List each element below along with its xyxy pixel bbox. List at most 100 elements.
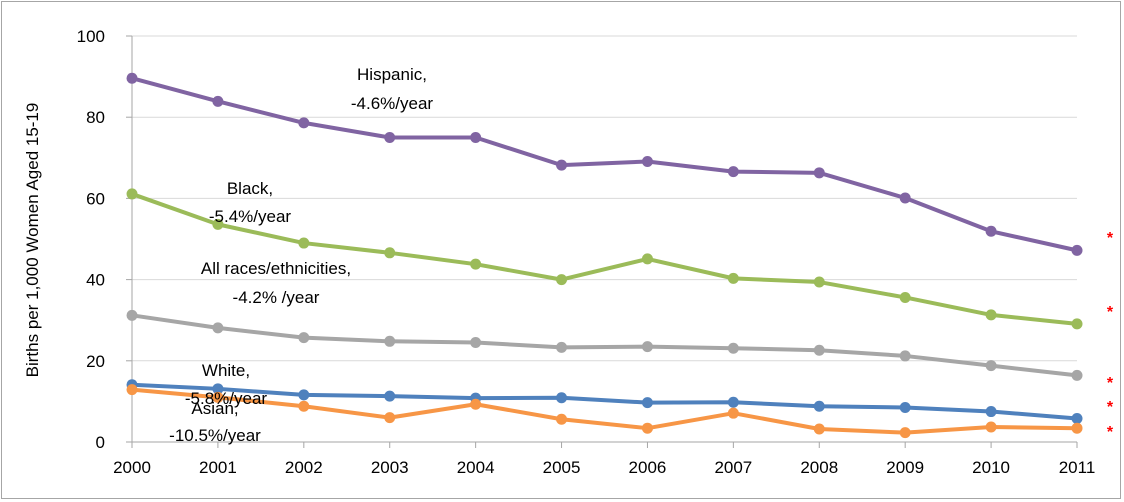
data-point-hispanic: [1071, 244, 1083, 256]
data-point-black: [899, 291, 911, 303]
data-point-black: [384, 247, 396, 259]
data-point-hispanic: [212, 95, 224, 107]
significance-marker-black: *: [1107, 304, 1114, 321]
data-point-black: [813, 276, 825, 288]
data-point-asian: [212, 391, 224, 403]
data-point-hispanic: [384, 132, 396, 143]
data-point-black: [985, 309, 997, 321]
data-point-all: [298, 332, 310, 344]
significance-marker-all: *: [1107, 375, 1114, 392]
series-label-white: White,: [202, 361, 250, 380]
data-point-asian: [727, 407, 739, 419]
data-point-asian: [298, 400, 310, 412]
y-tick-label: 0: [96, 433, 105, 452]
x-tick-label: 2000: [113, 458, 151, 477]
x-tick-label: 2002: [285, 458, 323, 477]
series-lines: [126, 72, 1083, 439]
data-point-hispanic: [899, 192, 911, 204]
series-label-asian: -10.5%/year: [169, 426, 261, 445]
data-point-white: [212, 383, 224, 395]
data-point-asian: [384, 412, 396, 424]
y-tick-labels: 0 20 40 60 80 100: [77, 27, 105, 452]
series-line-all: [131, 313, 1078, 378]
series-label-hispanic: -4.6%/year: [351, 94, 434, 113]
data-point-black: [126, 188, 138, 200]
data-point-hispanic: [641, 155, 653, 167]
x-tick-label: 2008: [800, 458, 838, 477]
data-point-white: [727, 396, 739, 408]
significance-marker-white: *: [1107, 399, 1114, 416]
data-point-black: [727, 272, 739, 284]
data-point-hispanic: [126, 72, 138, 84]
series-label-black: -5.4%/year: [209, 207, 292, 226]
data-point-black: [641, 253, 653, 265]
y-tick-label: 20: [86, 352, 105, 371]
data-point-white: [813, 400, 825, 412]
data-point-hispanic: [298, 117, 310, 129]
series-line-asian: [131, 387, 1078, 435]
data-point-all: [899, 350, 911, 362]
data-point-asian: [899, 427, 911, 439]
x-tick-label: 2001: [199, 458, 237, 477]
series-line-white: [131, 382, 1078, 421]
data-point-black: [212, 218, 224, 230]
significance-marker-hispanic: *: [1107, 230, 1114, 247]
data-point-white: [985, 406, 997, 418]
data-point-black: [470, 258, 482, 270]
data-point-asian: [1071, 422, 1083, 434]
x-tick-label: 2011: [1059, 458, 1096, 477]
gridlines: [126, 35, 1078, 448]
data-point-hispanic: [985, 225, 997, 237]
data-point-white: [641, 397, 653, 409]
data-point-asian: [470, 398, 482, 410]
data-point-hispanic: [813, 167, 825, 179]
x-tick-label: 2007: [714, 458, 752, 477]
data-point-all: [813, 344, 825, 356]
data-point-white: [384, 390, 396, 402]
series-line-hispanic: [131, 76, 1078, 253]
series-label-asian: Asian,: [191, 399, 238, 418]
series-label-hispanic: Hispanic,: [357, 65, 427, 84]
data-point-asian: [985, 421, 997, 433]
data-point-white: [556, 392, 568, 404]
data-point-all: [384, 335, 396, 347]
x-tick-label: 2004: [457, 458, 495, 477]
data-point-all: [641, 341, 653, 353]
data-point-white: [1071, 412, 1083, 424]
data-point-all: [985, 360, 997, 372]
x-tick-labels: 2000 2001 2002 2003 2004 2005 2006 2007 2008 2009…: [113, 458, 1095, 477]
data-point-black: [298, 237, 310, 249]
data-point-asian: [126, 384, 138, 396]
data-point-all: [1071, 369, 1083, 381]
data-point-black: [556, 274, 568, 286]
data-point-all: [556, 341, 568, 353]
data-point-white: [298, 389, 310, 401]
x-tick-label: 2005: [543, 458, 581, 477]
data-point-white: [899, 401, 911, 413]
y-tick-label: 100: [77, 27, 105, 46]
data-point-black: [1071, 318, 1083, 330]
data-point-hispanic: [556, 159, 568, 171]
y-tick-label: 80: [86, 108, 105, 127]
y-tick-label: 40: [86, 271, 105, 290]
series-annotations: Hispanic, -4.6%/year Black, -5.4%/year All r…: [169, 65, 433, 445]
data-point-all: [727, 342, 739, 354]
x-tick-label: 2006: [629, 458, 667, 477]
data-point-all: [470, 337, 482, 349]
series-label-all: -4.2% /year: [233, 288, 320, 307]
series-label-black: Black,: [227, 179, 273, 198]
series-line-black: [131, 192, 1078, 326]
x-tick-label: 2003: [371, 458, 409, 477]
data-point-hispanic: [470, 132, 482, 143]
data-point-asian: [813, 423, 825, 435]
x-tick-label: 2010: [972, 458, 1010, 477]
significance-markers: * * * * *: [1107, 230, 1114, 441]
x-tick-label: 2009: [886, 458, 924, 477]
y-tick-label: 60: [86, 189, 105, 208]
data-point-asian: [641, 422, 653, 434]
data-point-asian: [556, 413, 568, 425]
data-point-all: [212, 322, 224, 334]
data-point-all: [126, 309, 138, 321]
data-point-hispanic: [727, 166, 739, 178]
